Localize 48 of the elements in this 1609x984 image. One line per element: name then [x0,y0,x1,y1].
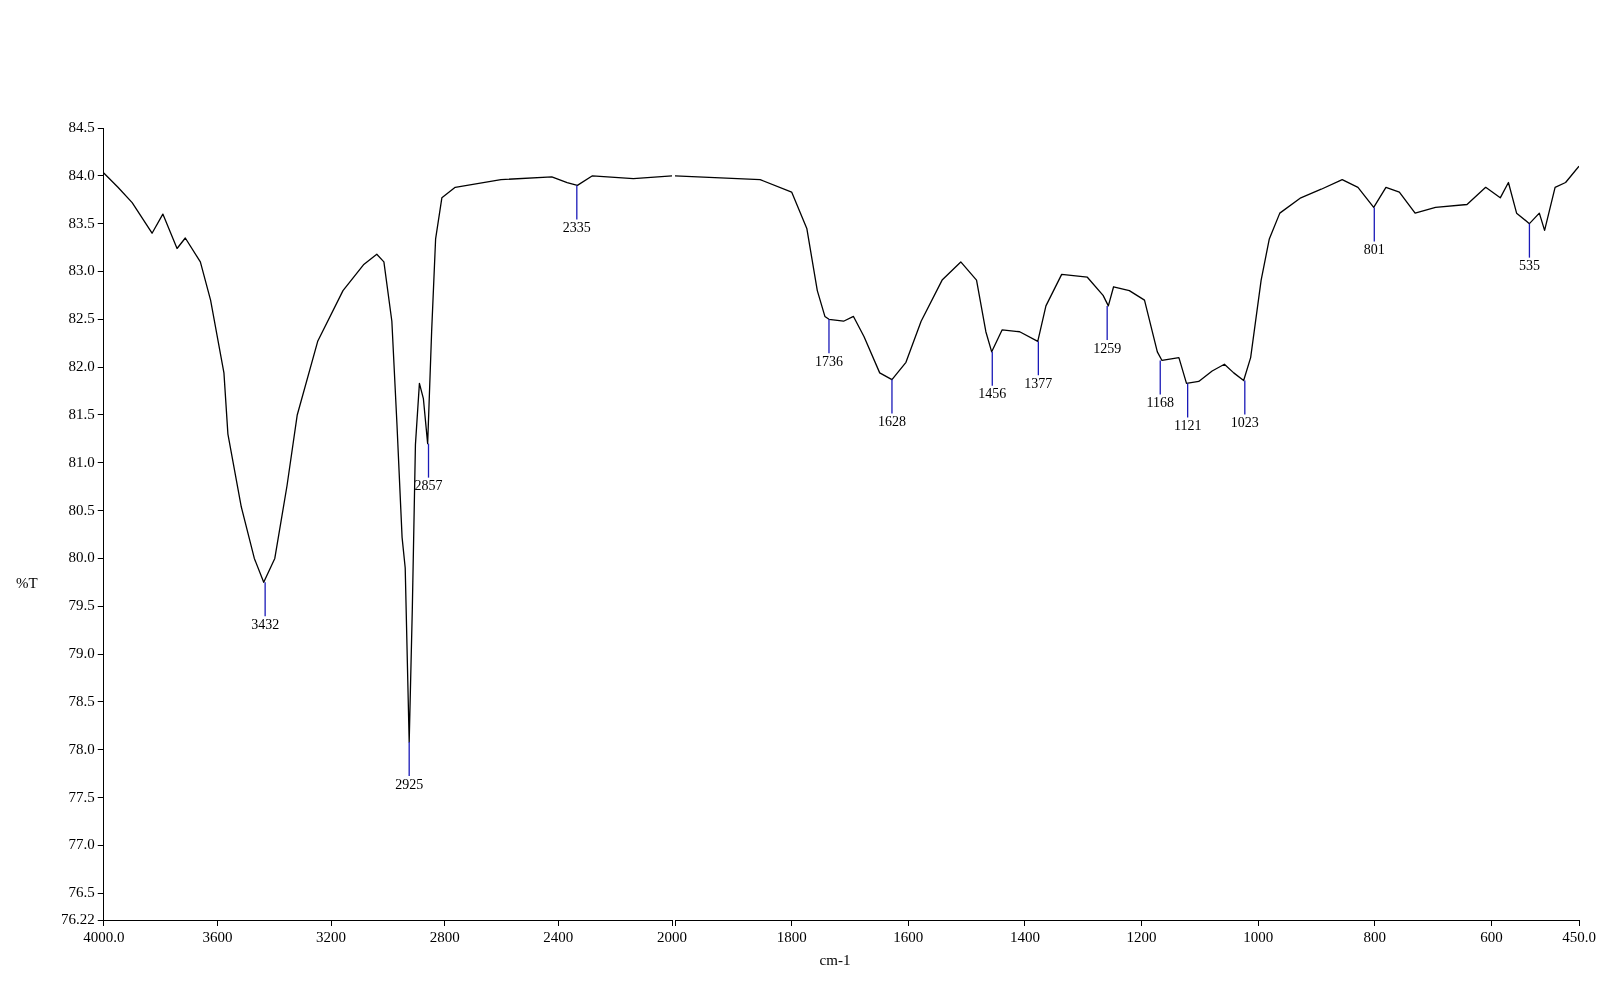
y-tick-label: 76.5 [68,884,95,901]
annotation: 1121 [1173,418,1202,434]
annotation: 1259 [1093,340,1122,356]
y-tick-label: 82.5 [68,310,95,327]
x-tick-label: 1200 [1126,928,1157,945]
annotation: 535 [1518,258,1540,274]
x-tick-label: 4000.0 [83,928,125,945]
y-tick-label: 79.5 [68,597,95,614]
annotation: 1168 [1146,395,1174,411]
x-tick-label: 600 [1480,928,1503,945]
annotation: 801 [1363,242,1385,258]
y-tick-label: 79.0 [68,645,95,662]
x-tick-label: 3600 [202,928,233,945]
y-tick-label: 78.5 [68,692,95,709]
annotation: 3432 [251,617,280,633]
annotation: 2925 [395,776,424,792]
x-tick-label: 2400 [543,928,574,945]
x-tick-label: 800 [1363,928,1387,945]
annotation: 2335 [562,220,591,236]
x-tick-label: 1400 [1009,928,1040,945]
y-tick-label: 84.5 [68,118,95,135]
y-tick-label: 81.5 [68,405,95,422]
y-tick-label: 80.5 [68,501,95,518]
annotation: 1377 [1024,375,1053,391]
annotation: 1628 [877,414,906,430]
y-tick-label: 82.0 [68,358,95,375]
y-tick-label: 81.0 [68,453,95,470]
y-tick-label: 77.5 [68,788,95,805]
annotation: 1456 [978,386,1007,402]
y-tick-label: 76.22 [61,910,95,927]
y-tick-label: 83.5 [68,214,95,231]
x-tick-label: 1800 [776,928,807,945]
x-tick-label: 2000 [657,928,687,945]
x-tick-label: 1600 [893,928,924,945]
annotation: 2857 [414,478,443,494]
y-tick-label: 78.0 [68,740,95,757]
x-axis-title: cm-1 [819,952,851,969]
x-tick-label: 2800 [429,928,460,945]
annotation: 1736 [814,353,843,369]
x-tick-label: 450.0 [1562,928,1596,945]
y-tick-label: 80.0 [68,549,95,566]
y-axis-title: %T [16,574,38,591]
annotation: 1023 [1230,415,1259,431]
x-tick-label: 1000 [1243,928,1274,945]
y-tick-label: 77.0 [68,836,95,853]
y-tick-label: 83.0 [68,262,95,279]
x-tick-label: 3200 [316,928,347,945]
y-tick-label: 84.0 [68,166,95,183]
